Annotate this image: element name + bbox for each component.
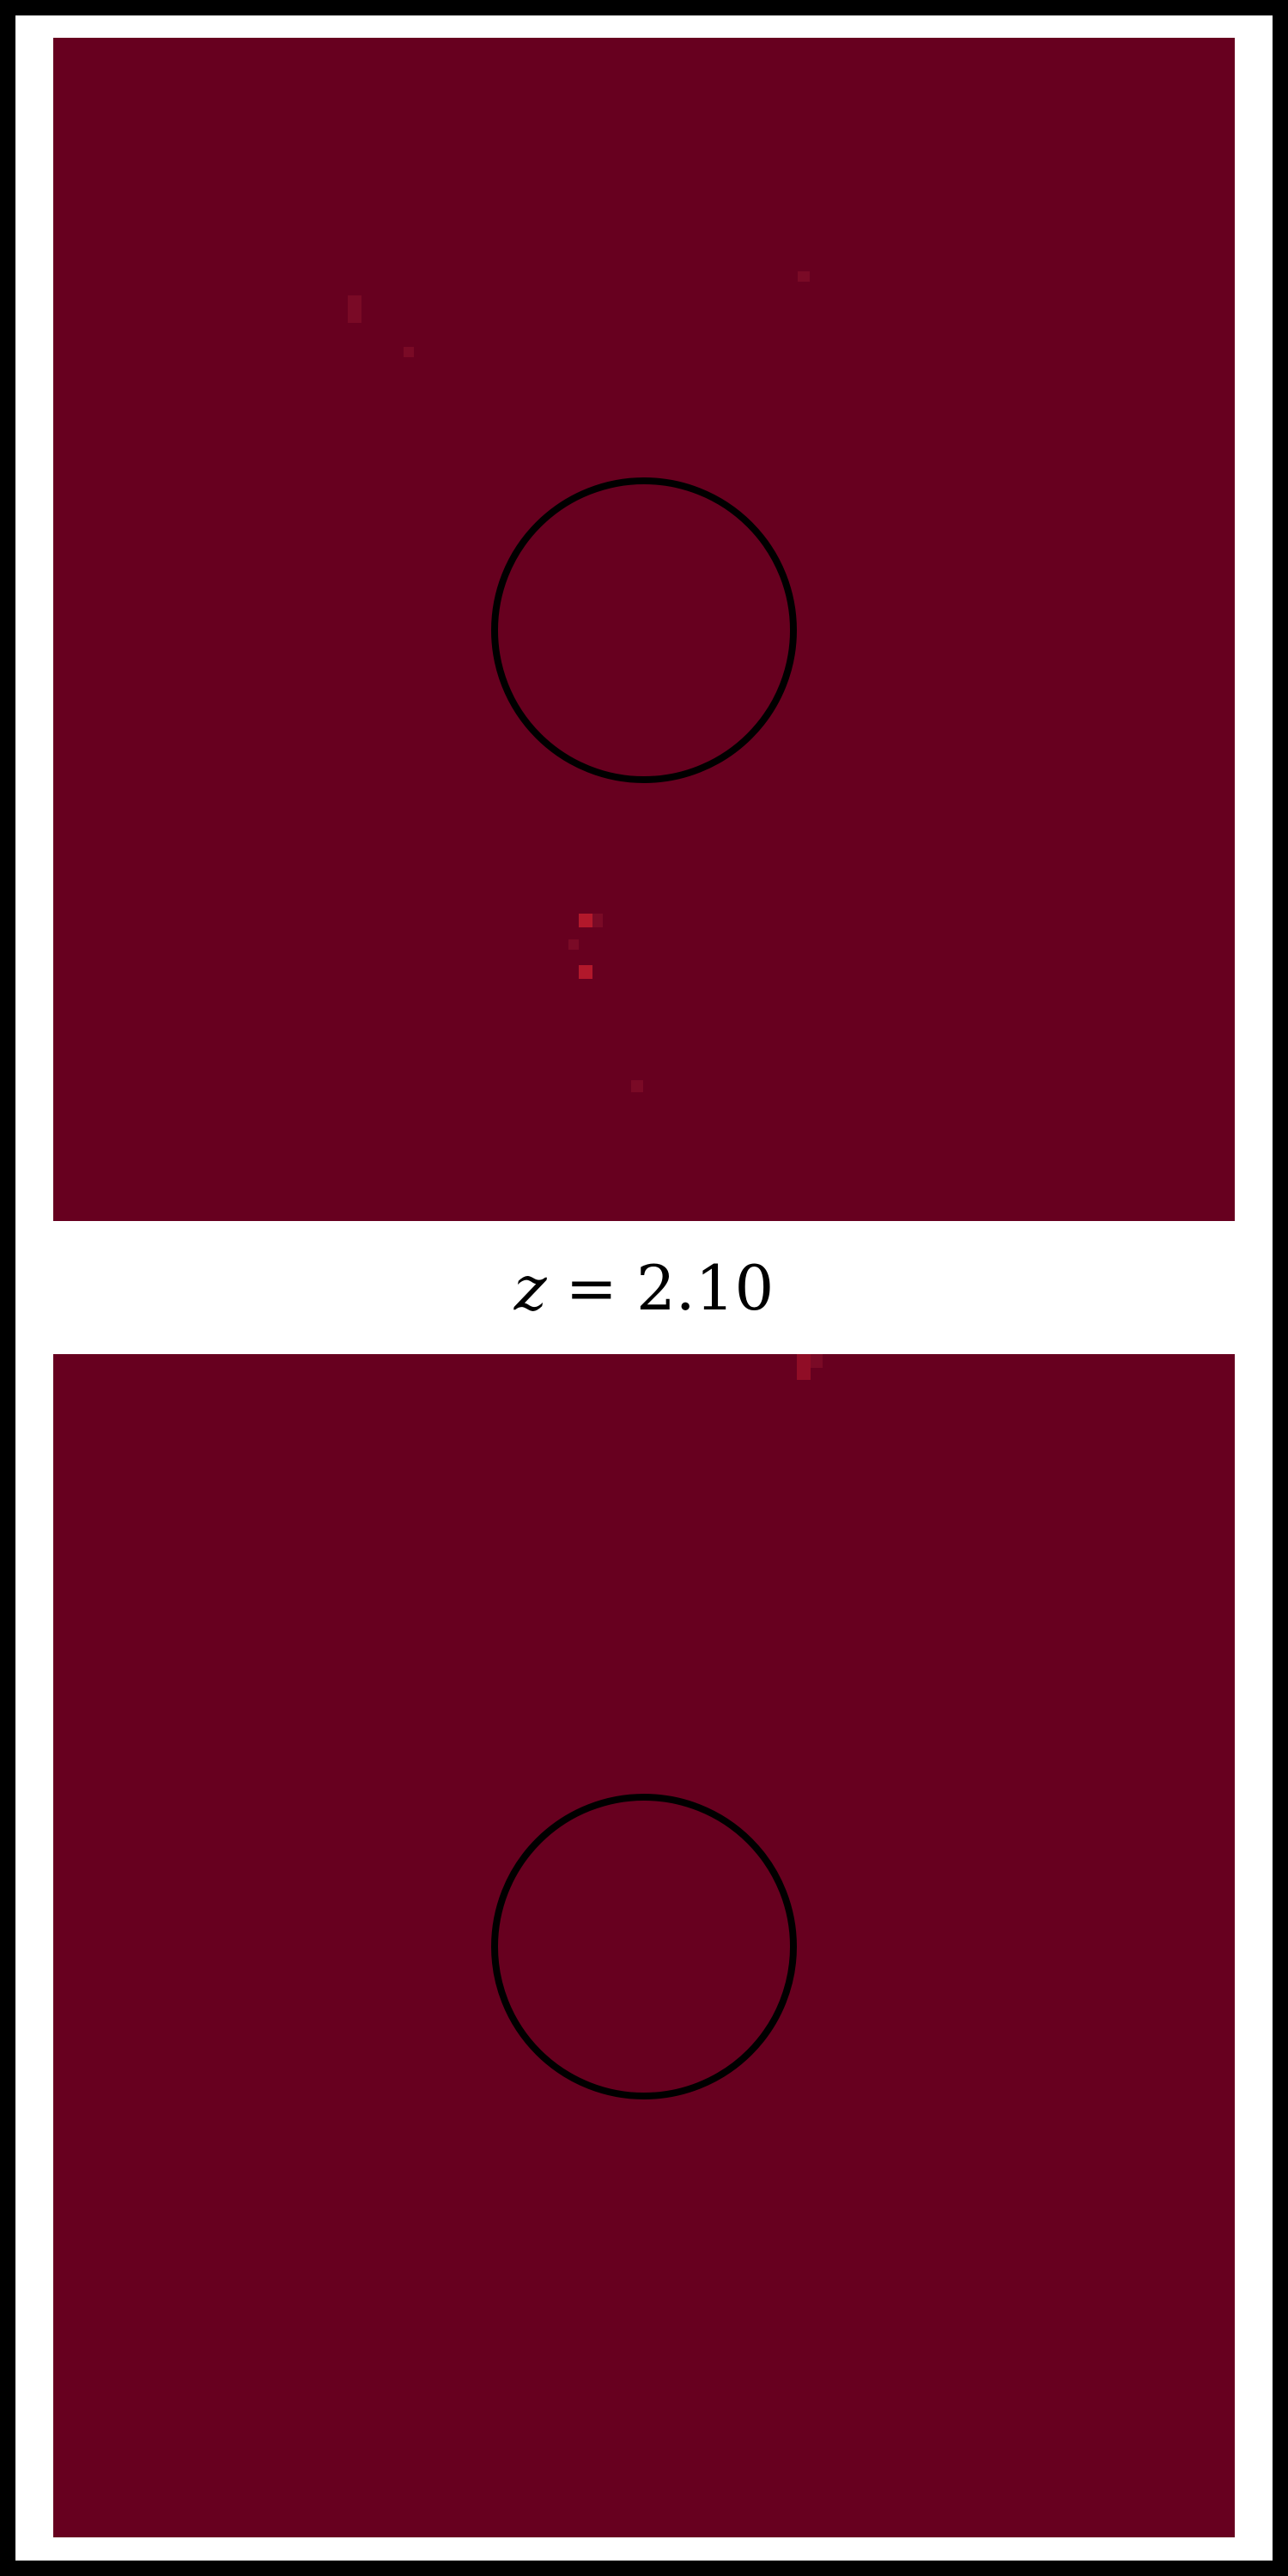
bottom-panel-pixels xyxy=(797,1354,823,1380)
top-panel-canvas xyxy=(53,38,1235,1221)
pixel xyxy=(631,1080,643,1092)
pixel xyxy=(811,1354,823,1368)
bottom-image-panel xyxy=(53,1354,1235,2537)
pixel xyxy=(797,1354,811,1380)
pixel xyxy=(404,347,414,357)
pixel xyxy=(348,295,361,323)
redshift-variable: z xyxy=(513,1252,547,1324)
top-image-panel xyxy=(53,38,1235,1221)
redshift-value: 2.10 xyxy=(635,1252,775,1324)
pixel xyxy=(568,939,579,950)
redshift-equals: = xyxy=(565,1252,617,1324)
pixel xyxy=(579,965,592,979)
bottom-panel-background xyxy=(53,1354,1235,2537)
redshift-label: z = 2.10 xyxy=(0,1236,1288,1340)
bottom-panel-ring xyxy=(491,1794,797,2099)
pixel xyxy=(798,271,810,282)
pixel xyxy=(592,914,603,927)
top-panel-ring xyxy=(491,477,797,783)
bottom-panel-canvas xyxy=(53,1354,1235,2537)
top-panel-pixels xyxy=(348,271,810,1092)
top-panel-background xyxy=(53,38,1235,1221)
pixel xyxy=(579,914,592,927)
